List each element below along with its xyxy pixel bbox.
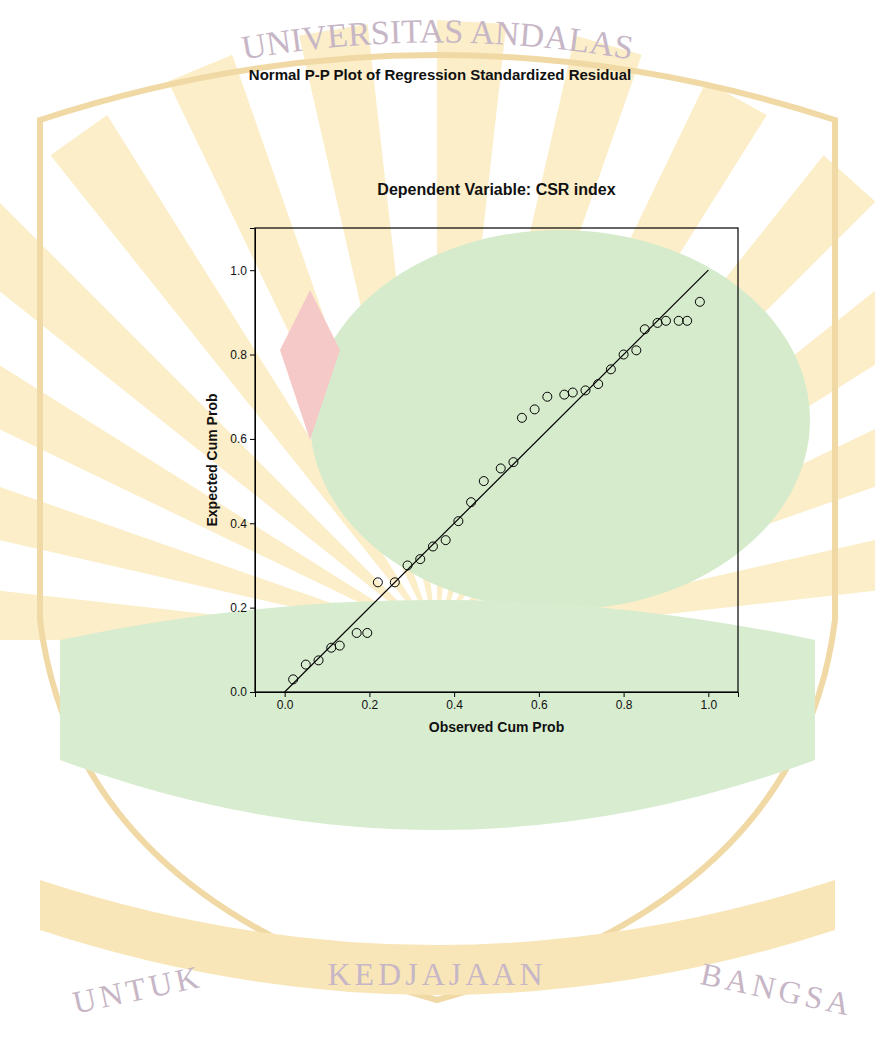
data-point	[454, 517, 463, 526]
x-axis-tick-mark	[285, 692, 286, 697]
data-point	[661, 316, 670, 325]
watermark-text: UNIVERSITAS ANDALAS	[239, 12, 636, 66]
x-axis-tick: 0.8	[616, 692, 633, 712]
y-axis-tick-label: 0.4	[230, 517, 247, 531]
y-axis-tick-mark	[250, 608, 255, 609]
y-axis-tick-label: 0.8	[230, 348, 247, 362]
background	[0, 0, 875, 1056]
data-point	[479, 477, 488, 486]
y-axis: 0.0 0.2 0.4 0.6 0.8 1.0	[230, 229, 255, 700]
x-axis-tick-mark	[708, 692, 709, 697]
plot-area	[285, 270, 709, 692]
x-axis-line	[256, 693, 739, 698]
x-axis: 0.0 0.2 0.4 0.6 0.8 1.0	[256, 692, 739, 712]
data-point	[543, 392, 552, 401]
data-point	[390, 578, 399, 587]
x-axis-tick-label: 0.2	[362, 698, 379, 712]
data-point	[496, 464, 505, 473]
data-point	[416, 555, 425, 564]
data-point	[509, 458, 518, 467]
y-axis-tick-mark	[250, 692, 255, 693]
title: Normal P-P Plot of Regression Standardiz…	[249, 66, 631, 83]
data-point	[335, 641, 344, 650]
x-axis-tick: 0.4	[446, 692, 463, 712]
data-point	[363, 628, 372, 637]
data-point	[632, 346, 641, 355]
subtitle: Dependent Variable: CSR index	[377, 181, 615, 198]
y-axis-line	[250, 229, 256, 693]
x-axis-tick-mark	[454, 692, 455, 697]
y-axis-tick: 0.6	[230, 432, 255, 446]
data-point	[619, 350, 628, 359]
y-axis-tick-mark	[250, 523, 255, 524]
y-axis-tick: 1.0	[230, 264, 255, 278]
watermark-ground	[60, 600, 815, 830]
y-axis-tick-label: 0.2	[230, 601, 247, 615]
x-axis-title: Observed Cum Prob	[429, 719, 564, 735]
watermark-text: KEDJAJAAN	[327, 956, 546, 992]
data-point	[674, 316, 683, 325]
watermark-text: BANGSA	[697, 955, 857, 1023]
x-axis-tick-mark	[539, 692, 540, 697]
x-axis-tick-label: 1.0	[700, 698, 717, 712]
x-axis-tick-label: 0.0	[277, 698, 294, 712]
x-axis-tick-mark	[369, 692, 370, 697]
x-axis-tick: 0.0	[277, 692, 294, 712]
data-point	[327, 643, 336, 652]
watermark-shield	[40, 55, 835, 1000]
y-axis-tick-label: 0.0	[230, 685, 247, 699]
plot-frame	[255, 228, 738, 692]
data-point	[428, 542, 437, 551]
y-axis-tick: 0.8	[230, 348, 255, 362]
data-point	[530, 405, 539, 414]
data-point	[441, 536, 450, 545]
y-axis-tick-mark	[250, 355, 255, 356]
chart: UNIVERSITAS ANDALAS UNTUK KEDJAJAAN BANGSA N…	[0, 0, 875, 1056]
reference-line	[285, 270, 709, 692]
y-axis-tick-mark	[250, 270, 255, 271]
y-axis-tick: 0.2	[230, 601, 255, 615]
data-point	[560, 390, 569, 399]
x-axis-tick-label: 0.6	[531, 698, 548, 712]
data-point	[606, 365, 615, 374]
data-point	[301, 660, 310, 669]
y-axis-tick-mark	[250, 439, 255, 440]
data-point	[517, 413, 526, 422]
data-point	[683, 316, 692, 325]
x-axis-tick-label: 0.8	[616, 698, 633, 712]
watermark-tree	[310, 230, 810, 610]
y-axis-tick-label: 1.0	[230, 264, 247, 278]
watermark: UNIVERSITAS ANDALAS UNTUK KEDJAJAAN BANGSA	[0, 0, 875, 1056]
y-axis-tick: 0.4	[230, 517, 255, 531]
data-point	[568, 388, 577, 397]
x-axis-tick-mark	[624, 692, 625, 697]
y-axis-title: Expected Cum Prob	[204, 393, 220, 526]
y-axis-tick-label: 0.6	[230, 432, 247, 446]
data-point	[640, 325, 649, 334]
x-axis-tick: 0.2	[362, 692, 379, 712]
data-point	[695, 297, 704, 306]
data-point	[373, 578, 382, 587]
x-axis-tick-label: 0.4	[446, 698, 463, 712]
data-point	[653, 318, 662, 327]
data-point	[314, 656, 323, 665]
watermark-flame	[280, 290, 340, 440]
y-axis-tick: 0.0	[230, 685, 255, 699]
x-axis-tick: 0.6	[531, 692, 548, 712]
x-axis-tick: 1.0	[700, 692, 717, 712]
data-point	[289, 675, 298, 684]
data-point	[594, 380, 603, 389]
data-point	[581, 386, 590, 395]
data-point	[352, 628, 361, 637]
data-point	[403, 561, 412, 570]
data-point	[467, 498, 476, 507]
watermark-text: UNTUK	[69, 958, 206, 1021]
